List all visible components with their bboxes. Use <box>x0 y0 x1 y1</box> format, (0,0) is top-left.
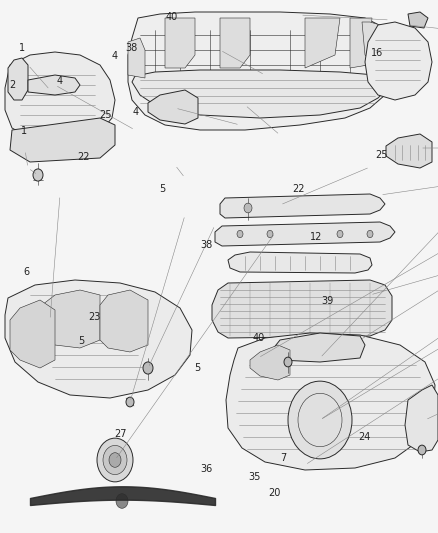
Polygon shape <box>364 22 431 100</box>
Text: 25: 25 <box>99 110 111 119</box>
Text: 25: 25 <box>375 150 387 159</box>
Text: 5: 5 <box>159 184 165 194</box>
Polygon shape <box>385 134 431 168</box>
Polygon shape <box>227 252 371 273</box>
Text: 7: 7 <box>279 454 286 463</box>
Text: 24: 24 <box>357 432 370 442</box>
Circle shape <box>116 494 128 508</box>
Text: 38: 38 <box>200 240 212 250</box>
Text: 16: 16 <box>371 49 383 58</box>
Polygon shape <box>128 38 145 78</box>
Circle shape <box>244 203 251 213</box>
Circle shape <box>143 362 153 374</box>
Circle shape <box>237 230 243 238</box>
Circle shape <box>109 453 121 467</box>
Text: 35: 35 <box>248 472 260 482</box>
Circle shape <box>366 230 372 238</box>
Polygon shape <box>5 280 191 398</box>
Text: 1: 1 <box>21 126 27 135</box>
Polygon shape <box>249 345 290 380</box>
Text: 20: 20 <box>268 488 280 498</box>
Text: 38: 38 <box>125 43 138 53</box>
Polygon shape <box>226 333 434 470</box>
Circle shape <box>283 357 291 367</box>
Circle shape <box>336 230 342 238</box>
Polygon shape <box>349 18 371 68</box>
Polygon shape <box>212 280 391 338</box>
Polygon shape <box>404 385 437 452</box>
Text: 36: 36 <box>200 464 212 474</box>
Text: 4: 4 <box>56 76 62 86</box>
Polygon shape <box>215 222 394 246</box>
Polygon shape <box>100 290 148 352</box>
Polygon shape <box>5 52 115 143</box>
Circle shape <box>33 169 43 181</box>
Text: 2: 2 <box>9 80 15 90</box>
Text: 22: 22 <box>292 184 304 194</box>
Text: 4: 4 <box>111 51 117 61</box>
Text: 22: 22 <box>77 152 89 162</box>
Polygon shape <box>8 58 28 100</box>
Text: 4: 4 <box>133 107 139 117</box>
Polygon shape <box>128 12 391 130</box>
Polygon shape <box>272 333 364 362</box>
Polygon shape <box>148 90 198 124</box>
Circle shape <box>287 381 351 459</box>
Text: 39: 39 <box>320 296 332 306</box>
Polygon shape <box>219 194 384 218</box>
Polygon shape <box>10 118 115 162</box>
Polygon shape <box>304 18 339 68</box>
Text: 5: 5 <box>194 363 200 373</box>
Text: 5: 5 <box>78 336 84 346</box>
Polygon shape <box>361 22 391 70</box>
Circle shape <box>103 446 127 474</box>
Text: 12: 12 <box>309 232 321 242</box>
Polygon shape <box>132 70 387 118</box>
Polygon shape <box>42 290 100 348</box>
Text: 1: 1 <box>19 43 25 53</box>
Text: 40: 40 <box>165 12 177 22</box>
Text: 40: 40 <box>252 334 265 343</box>
Circle shape <box>97 438 133 482</box>
Text: 23: 23 <box>88 312 100 322</box>
Circle shape <box>266 230 272 238</box>
Circle shape <box>417 445 425 455</box>
Polygon shape <box>407 12 427 28</box>
Polygon shape <box>28 75 80 95</box>
Text: 27: 27 <box>114 430 127 439</box>
Polygon shape <box>10 300 55 368</box>
Text: 6: 6 <box>23 267 29 277</box>
Circle shape <box>126 397 134 407</box>
Polygon shape <box>165 18 194 68</box>
Polygon shape <box>219 18 249 68</box>
